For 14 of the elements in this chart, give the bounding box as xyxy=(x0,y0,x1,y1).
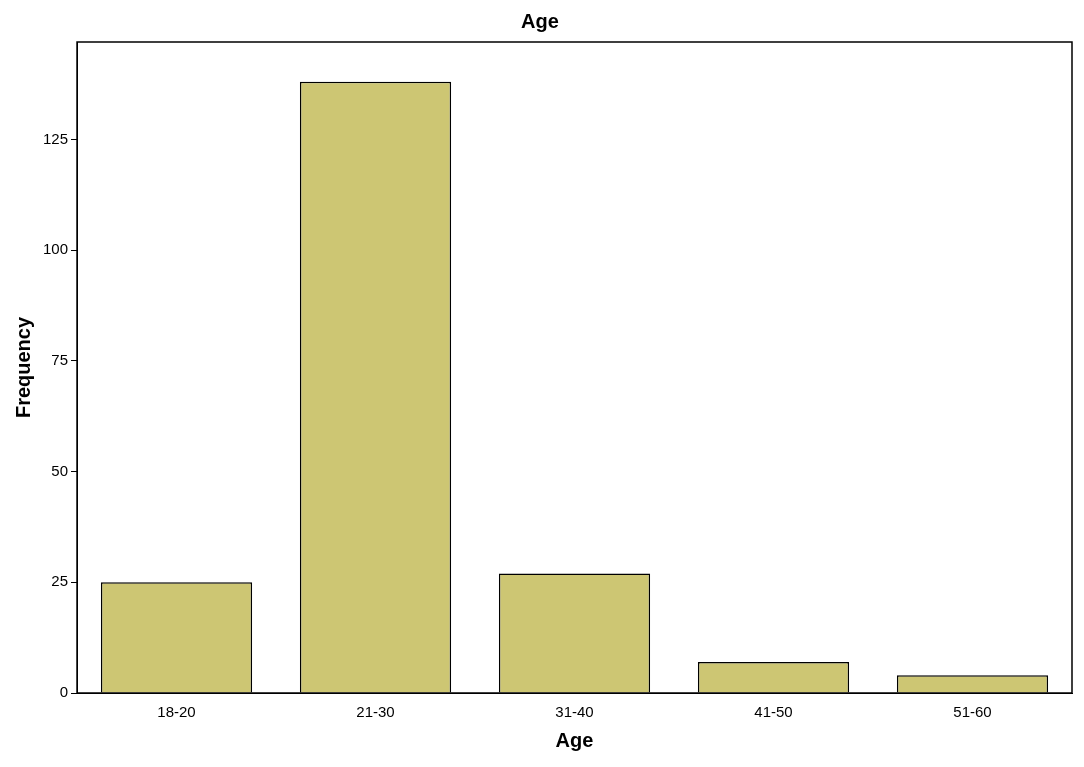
x-tick-label: 41-50 xyxy=(754,703,793,721)
y-tick-label: 0 xyxy=(59,683,69,701)
chart-title: Age xyxy=(521,9,559,32)
y-tick-label: 125 xyxy=(43,129,69,147)
y-tick-label: 100 xyxy=(43,240,69,258)
x-tick-label: 51-60 xyxy=(953,703,992,721)
y-tick-label: 25 xyxy=(51,572,69,590)
x-axis-title: Age xyxy=(555,728,594,751)
x-tick-label: 18-20 xyxy=(157,703,196,721)
x-tick-label: 21-30 xyxy=(356,703,395,721)
y-tick-label: 50 xyxy=(51,461,69,479)
x-tick-label: 31-40 xyxy=(555,703,594,721)
y-tick-label: 75 xyxy=(51,351,69,368)
y-axis-title: Frequency xyxy=(11,316,34,419)
